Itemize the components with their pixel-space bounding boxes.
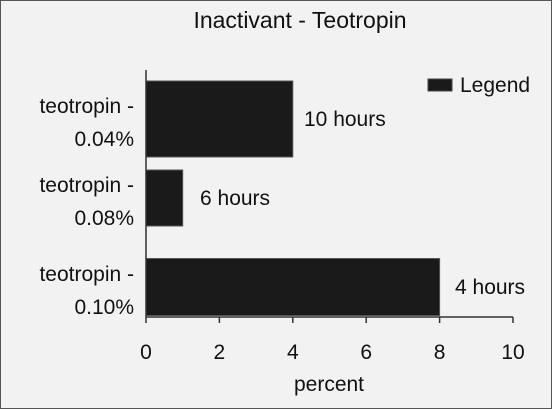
category-label-3-line-2: 0.10% [74,296,134,319]
data-label-2: 6 hours [200,187,270,210]
legend-swatch [427,78,453,92]
category-label-1-line-1: teotropin - [39,95,134,118]
legend-label: Legend [460,74,530,97]
x-tick-label-0: 0 [140,341,152,364]
data-label-1: 10 hours [304,108,386,131]
bar-2 [145,169,184,227]
category-label-3-line-1: teotropin - [39,263,134,286]
chart-title: Inactivant - Teotropin [193,7,406,33]
x-axis-label: percent [294,373,364,396]
x-tick-label-2: 2 [214,341,226,364]
bar-3 [145,258,441,316]
bar-1 [145,80,294,158]
category-label-2-line-2: 0.08% [74,207,134,230]
category-label-2-line-1: teotropin - [39,174,134,197]
x-tick-label-6: 6 [360,341,372,364]
category-label-1-line-2: 0.04% [74,128,134,151]
x-tick-label-8: 8 [434,341,446,364]
x-tick-label-4: 4 [287,341,299,364]
legend: Legend [427,74,530,97]
x-tick-label-10: 10 [501,341,524,364]
data-label-3: 4 hours [455,276,525,299]
